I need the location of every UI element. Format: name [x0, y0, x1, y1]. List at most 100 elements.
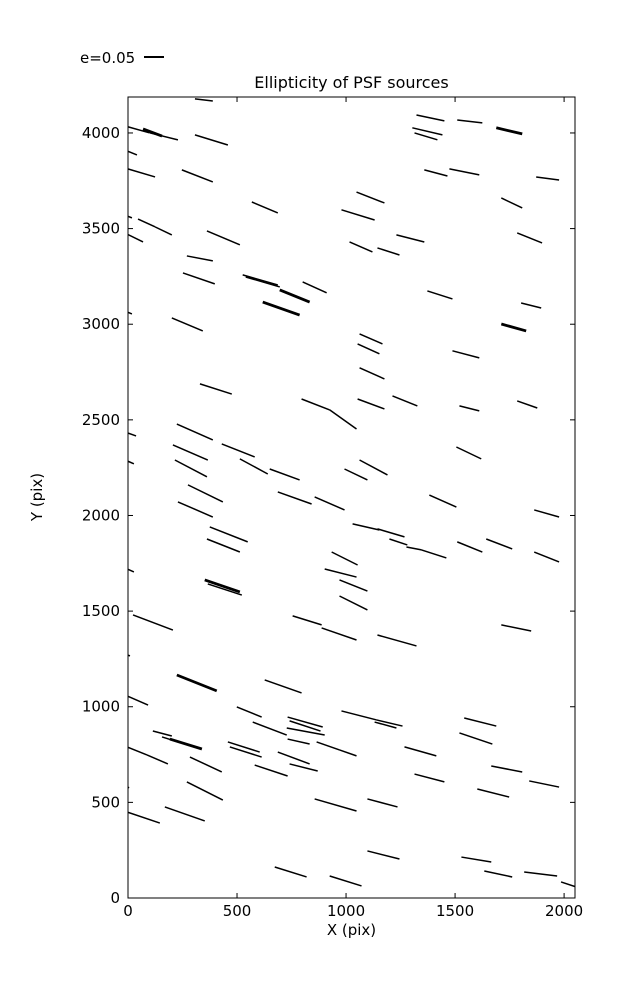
psf-ellipticity-segment [128, 695, 149, 706]
psf-ellipticity-segment [174, 459, 208, 478]
psf-ellipticity-segment [331, 551, 358, 566]
psf-ellipticity-segment [374, 721, 397, 729]
psf-ellipticity-segment [314, 496, 345, 511]
psf-ellipticity-segment [429, 494, 457, 508]
psf-ellipticity-segment [396, 234, 425, 243]
psf-ellipticity-segment [414, 132, 438, 141]
psf-ellipticity-segment [252, 721, 288, 736]
psf-ellipticity-segment [254, 764, 288, 777]
psf-ellipticity-segment [500, 322, 527, 333]
psf-ellipticity-segment [367, 798, 398, 808]
psf-ellipticity-segment [359, 333, 383, 345]
psf-ellipticity-segment [377, 247, 400, 256]
psf-ellipticity-segment [286, 727, 325, 736]
y-tick-label: 2000 [82, 506, 120, 524]
psf-ellipticity-segment [341, 710, 377, 721]
y-tick-label: 1000 [82, 698, 120, 716]
psf-ellipticity-segment [357, 343, 380, 355]
psf-ellipticity-segment [177, 501, 214, 518]
psf-ellipticity-segment [181, 169, 214, 183]
psf-ellipticity-segment [516, 232, 543, 244]
psf-ellipticity-segment [128, 311, 133, 315]
psf-ellipticity-segment [457, 119, 483, 124]
psf-ellipticity-segment [242, 274, 279, 286]
y-tick-label: 4000 [82, 124, 120, 142]
psf-ellipticity-segment [251, 201, 279, 214]
psf-ellipticity-segment [176, 423, 214, 441]
psf-ellipticity-segment [524, 871, 558, 877]
psf-ellipticity-segment [536, 176, 560, 181]
psf-ellipticity-segment [367, 850, 400, 860]
psf-ellipticity-segment [128, 432, 137, 437]
psf-ellipticity-segment [206, 538, 241, 553]
psf-ellipticity-segment [221, 443, 255, 458]
psf-ellipticity-segment [301, 398, 330, 411]
psf-ellipticity-segment [416, 114, 445, 122]
psf-ellipticity-segment [421, 549, 447, 559]
psf-ellipticity-segment [341, 209, 375, 221]
psf-ellipticity-segment [324, 568, 357, 578]
psf-ellipticity-segment [132, 614, 174, 631]
psf-ellipticity-segment [349, 241, 373, 253]
psf-ellipticity-segment [194, 134, 229, 146]
psf-ellipticity-segment [292, 615, 322, 626]
y-tick-label: 0 [110, 889, 120, 907]
psf-ellipticity-segment [520, 302, 542, 309]
y-tick-label: 3500 [82, 220, 120, 238]
psf-ellipticity-segment [377, 634, 417, 647]
psf-ellipticity-segment [534, 509, 560, 518]
psf-ellipticity-segment [412, 127, 443, 136]
psf-ellipticity-segment [137, 218, 156, 228]
psf-ellipticity-segment [344, 468, 368, 481]
psf-ellipticity-segment [128, 126, 151, 134]
psf-ellipticity-segment [169, 737, 203, 751]
psf-ellipticity-segment [459, 405, 480, 412]
psf-ellipticity-segment [204, 578, 241, 594]
psf-ellipticity-segment [406, 546, 422, 551]
psf-ellipticity-segment [359, 459, 388, 476]
psf-ellipticity-segment [495, 126, 523, 136]
psf-ellipticity-segment [128, 168, 156, 178]
psf-ellipticity-segment [560, 881, 575, 888]
psf-ellipticity-segment [449, 168, 480, 176]
legend-label: e=0.05 [80, 49, 136, 67]
psf-ellipticity-segment [329, 875, 362, 887]
psf-ellipticity-segment [146, 754, 169, 765]
psf-ellipticity-segment [501, 624, 532, 632]
y-tick-label: 500 [91, 793, 120, 811]
psf-ellipticity-segment [516, 400, 538, 409]
psf-ellipticity-segment [485, 538, 513, 550]
psf-ellipticity-segment [187, 484, 224, 503]
x-tick-label: 0 [123, 902, 133, 920]
x-tick-label: 2000 [545, 902, 583, 920]
psf-ellipticity-segment [356, 191, 385, 204]
psf-ellipticity-segment [207, 583, 243, 596]
psf-ellipticity-segment [209, 526, 248, 543]
psf-ellipticity-segment [128, 746, 148, 756]
psf-ellipticity-segment [186, 781, 224, 801]
psf-ellipticity-segment [128, 654, 131, 657]
y-tick-label: 1500 [82, 602, 120, 620]
psf-ellipticity-segment [279, 288, 311, 304]
psf-ellipticity-segment [392, 395, 418, 407]
psf-ellipticity-segment [227, 741, 260, 753]
x-tick-label: 500 [223, 902, 252, 920]
legend: e=0.05 [80, 49, 165, 67]
psf-ellipticity-segment [339, 579, 368, 592]
psf-ellipticity-segment [239, 458, 269, 475]
psf-ellipticity-segment [194, 98, 213, 102]
psf-ellipticity-segment [484, 870, 513, 878]
segments-group [128, 98, 575, 888]
psf-ellipticity-segment [376, 719, 403, 727]
psf-ellipticity-segment [289, 720, 321, 732]
psf-ellipticity-segment [189, 756, 223, 773]
psf-ellipticity-segment [264, 679, 302, 694]
psf-ellipticity-segment [274, 866, 307, 878]
y-tick-label: 3000 [82, 315, 120, 333]
psf-ellipticity-segment [206, 230, 241, 246]
psf-ellipticity-segment [352, 523, 380, 531]
psf-ellipticity-segment [359, 367, 385, 380]
plot-frame [127, 96, 576, 899]
psf-ellipticity-segment [533, 551, 560, 563]
